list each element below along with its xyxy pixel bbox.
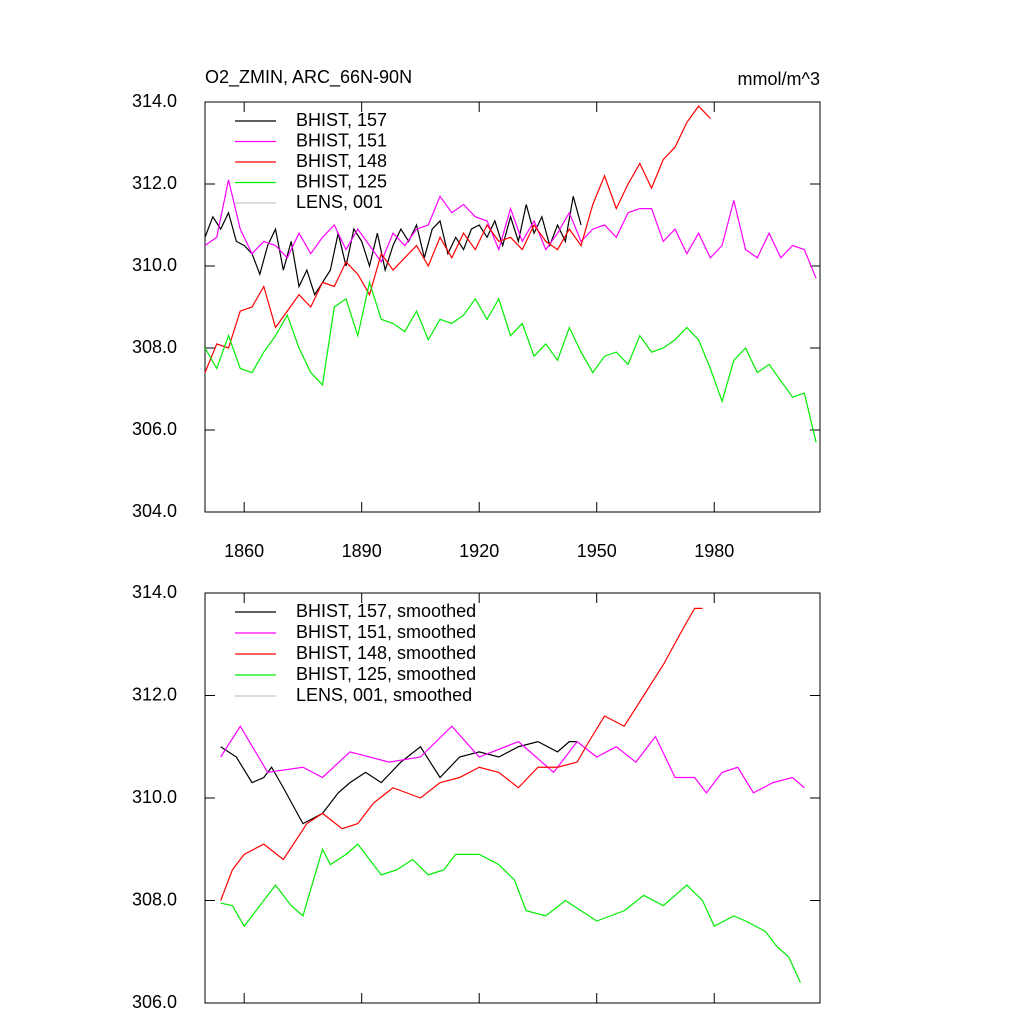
legend-label: LENS, 001 bbox=[296, 192, 383, 212]
y-tick-label: 308.0 bbox=[132, 889, 177, 909]
legend-label: BHIST, 151, smoothed bbox=[296, 622, 476, 642]
legend-label: BHIST, 151 bbox=[296, 130, 387, 150]
series-line bbox=[220, 740, 578, 825]
series-line bbox=[220, 725, 805, 794]
series-line bbox=[220, 607, 703, 901]
y-tick-label: 306.0 bbox=[132, 992, 177, 1012]
x-tick-label: 1950 bbox=[577, 541, 617, 561]
y-tick-label: 314.0 bbox=[132, 582, 177, 602]
y-tick-label: 312.0 bbox=[132, 684, 177, 704]
legend-label: BHIST, 148 bbox=[296, 151, 387, 171]
series-line bbox=[204, 196, 582, 297]
series-line bbox=[220, 843, 801, 983]
y-tick-label: 314.0 bbox=[132, 91, 177, 111]
y-tick-label: 312.0 bbox=[132, 173, 177, 193]
legend-label: BHIST, 148, smoothed bbox=[296, 643, 476, 663]
chart-title: O2_ZMIN, ARC_66N-90N bbox=[205, 67, 412, 88]
legend-label: BHIST, 157, smoothed bbox=[296, 601, 476, 621]
y-tick-label: 310.0 bbox=[132, 255, 177, 275]
y-tick-label: 304.0 bbox=[132, 501, 177, 521]
plot-frame bbox=[204, 101, 821, 513]
y-tick-label: 308.0 bbox=[132, 337, 177, 357]
y-tick-label: 310.0 bbox=[132, 787, 177, 807]
legend-label: BHIST, 125 bbox=[296, 171, 387, 191]
x-tick-label: 1860 bbox=[224, 541, 264, 561]
y-tick-label: 306.0 bbox=[132, 419, 177, 439]
legend-label: BHIST, 125, smoothed bbox=[296, 664, 476, 684]
legend-label: BHIST, 157 bbox=[296, 110, 387, 130]
series-line bbox=[204, 105, 711, 373]
x-tick-label: 1890 bbox=[342, 541, 382, 561]
series-line bbox=[204, 280, 817, 443]
x-tick-label: 1980 bbox=[694, 541, 734, 561]
units-label: mmol/m^3 bbox=[738, 69, 820, 89]
legend-label: LENS, 001, smoothed bbox=[296, 685, 472, 705]
x-tick-label: 1920 bbox=[459, 541, 499, 561]
series-line bbox=[204, 179, 817, 279]
